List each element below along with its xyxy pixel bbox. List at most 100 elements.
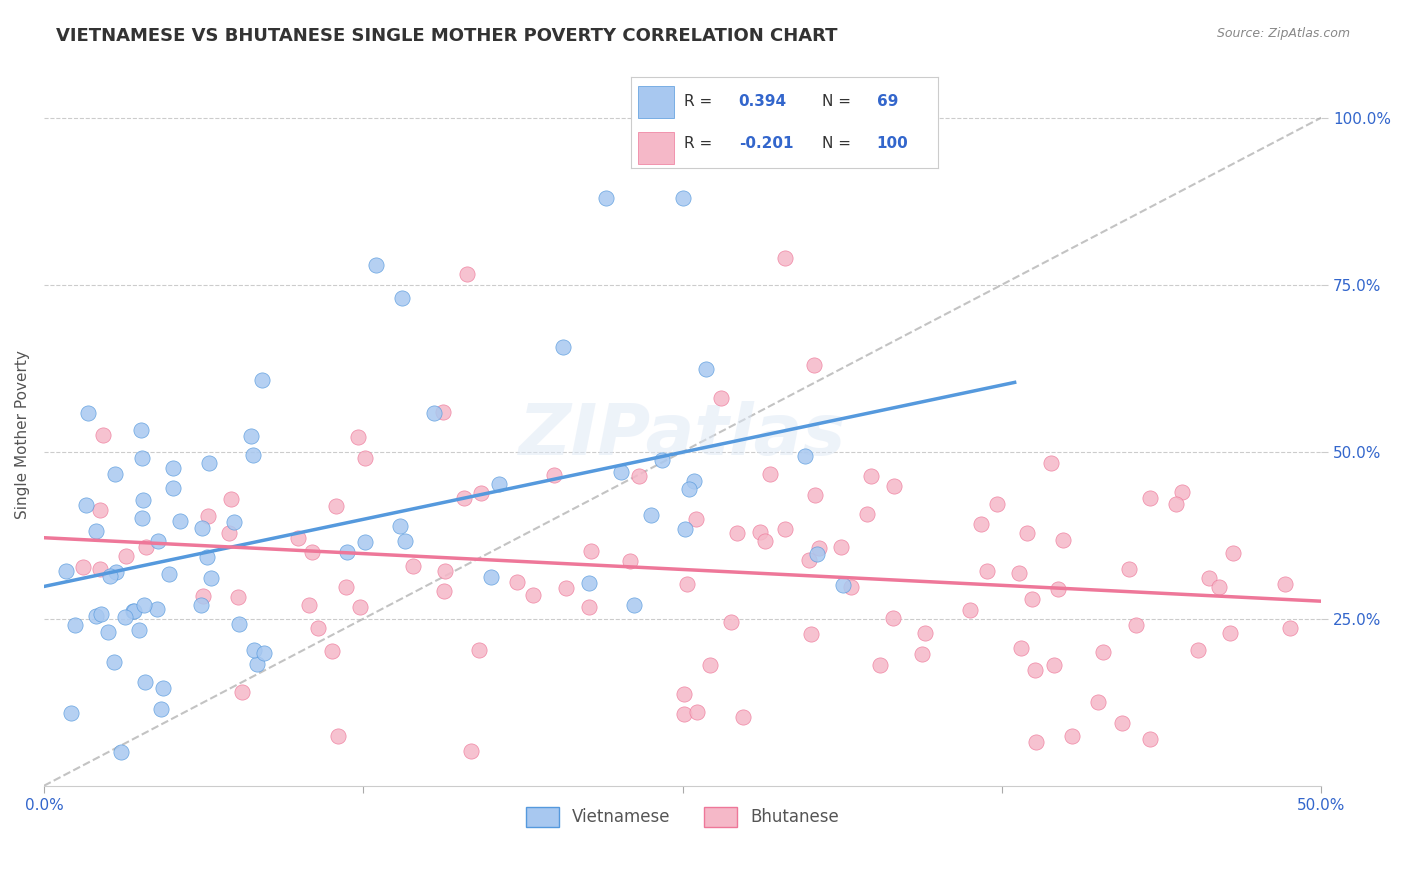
Point <box>456 268 478 282</box>
Point <box>301 545 323 559</box>
Point <box>434 564 457 578</box>
Point <box>725 525 748 540</box>
Point <box>1043 657 1066 672</box>
Point <box>91 428 114 442</box>
Point <box>162 481 184 495</box>
Point <box>1092 645 1115 659</box>
Point <box>197 508 219 523</box>
Point <box>806 547 828 561</box>
Point <box>72 559 94 574</box>
Point <box>1060 729 1083 743</box>
Point <box>1021 591 1043 606</box>
Point <box>364 258 387 272</box>
Point <box>1015 526 1038 541</box>
Point <box>799 553 821 567</box>
Point <box>748 524 770 539</box>
Point <box>522 589 544 603</box>
Point <box>1047 582 1070 597</box>
Point <box>98 568 121 582</box>
Point <box>287 531 309 545</box>
Point <box>883 479 905 493</box>
Point <box>609 465 631 479</box>
Point <box>226 590 249 604</box>
Point <box>1164 497 1187 511</box>
Point <box>882 611 904 625</box>
Point <box>335 580 357 594</box>
Point <box>468 642 491 657</box>
Point <box>1139 731 1161 746</box>
Point <box>695 362 717 376</box>
Point <box>222 516 245 530</box>
Point <box>307 621 329 635</box>
Point <box>353 451 375 466</box>
Point <box>470 486 492 500</box>
Point <box>619 553 641 567</box>
Point <box>129 423 152 437</box>
Point <box>103 655 125 669</box>
Point <box>134 674 156 689</box>
Point <box>325 499 347 513</box>
Point <box>191 521 214 535</box>
Point <box>623 598 645 612</box>
Point <box>554 582 576 596</box>
Point <box>1208 580 1230 594</box>
Point <box>672 687 695 701</box>
Point <box>759 467 782 481</box>
Point <box>298 598 321 612</box>
Point <box>433 584 456 599</box>
Point <box>678 483 700 497</box>
Point <box>1279 621 1302 635</box>
Point <box>128 624 150 638</box>
Point <box>914 625 936 640</box>
Point <box>488 477 510 491</box>
Point <box>1111 716 1133 731</box>
Point <box>250 373 273 387</box>
Point <box>191 589 214 603</box>
Point <box>1219 625 1241 640</box>
Point <box>676 577 699 591</box>
Legend: Vietnamese, Bhutanese: Vietnamese, Bhutanese <box>519 800 846 833</box>
Point <box>336 545 359 559</box>
Point <box>65 617 87 632</box>
Point <box>169 514 191 528</box>
Point <box>321 644 343 658</box>
Point <box>76 406 98 420</box>
Point <box>240 429 263 443</box>
Point <box>86 608 108 623</box>
Point <box>89 503 111 517</box>
Point <box>55 565 77 579</box>
Point <box>162 460 184 475</box>
Point <box>869 657 891 672</box>
Point <box>131 450 153 465</box>
Point <box>860 469 883 483</box>
Point <box>773 251 796 265</box>
Point <box>124 604 146 618</box>
Point <box>803 358 825 372</box>
Point <box>699 657 721 672</box>
Point <box>1274 576 1296 591</box>
Point <box>157 566 180 581</box>
Point <box>195 550 218 565</box>
Point <box>627 469 650 483</box>
Point <box>686 705 709 719</box>
Point <box>122 603 145 617</box>
Point <box>910 647 932 661</box>
Point <box>231 685 253 699</box>
Point <box>1024 663 1046 677</box>
Point <box>595 191 617 205</box>
Point <box>839 580 862 594</box>
Point <box>479 570 502 584</box>
Point <box>242 448 264 462</box>
Point <box>804 488 827 502</box>
Point <box>253 646 276 660</box>
Point <box>432 405 454 419</box>
Point <box>346 430 368 444</box>
Point <box>682 474 704 488</box>
Point <box>460 744 482 758</box>
Point <box>578 600 600 615</box>
Point <box>75 498 97 512</box>
Point <box>228 617 250 632</box>
Point <box>710 392 733 406</box>
Point <box>391 291 413 305</box>
Point <box>246 657 269 671</box>
